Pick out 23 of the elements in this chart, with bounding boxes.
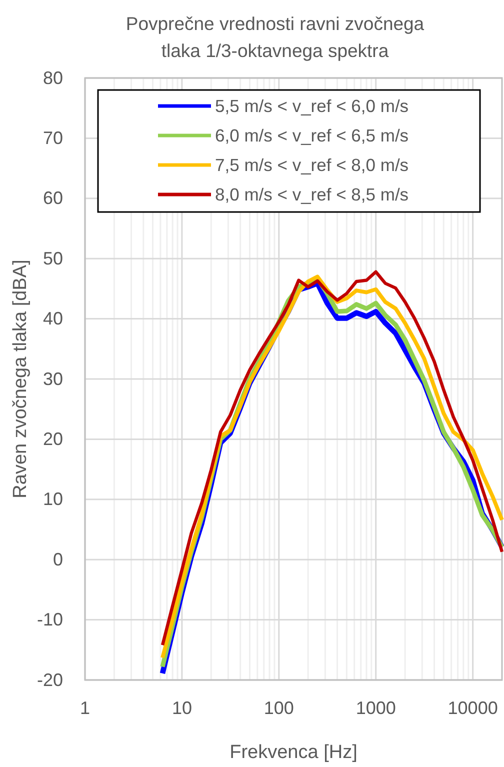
chart-title: Povprečne vrednosti ravni zvočnega tlaka 1/3-oktavnega spektra (126, 13, 425, 61)
x-tick-label: 10 (172, 698, 192, 718)
x-tick-label: 1000 (356, 698, 396, 718)
y-tick-label: 40 (42, 308, 63, 329)
y-axis-title: Raven zvočnega tlaka [dBA] (10, 260, 31, 498)
y-tick-label: 60 (42, 188, 63, 208)
x-axis-title: Frekvenca [Hz] (230, 742, 358, 763)
y-tick-label: 70 (42, 128, 63, 148)
legend-label: 6,0 m/s < v_ref < 6,5 m/s (215, 126, 409, 146)
y-tick-label: -10 (36, 610, 63, 630)
legend-label: 8,0 m/s < v_ref < 8,5 m/s (215, 184, 409, 205)
y-tick-label: 80 (42, 68, 63, 88)
y-tick-label: 50 (42, 248, 63, 268)
y-tick-label: -20 (36, 670, 63, 690)
x-tick-label: 1 (80, 698, 90, 718)
y-tick-label: 10 (42, 489, 63, 510)
x-tick-label: 100 (264, 698, 294, 718)
legend-label: 7,5 m/s < v_ref < 8,0 m/s (215, 155, 409, 176)
y-tick-label: 30 (42, 368, 63, 389)
y-tick-label: 20 (42, 428, 63, 449)
legend-label: 5,5 m/s < v_ref < 6,0 m/s (215, 96, 409, 116)
y-tick-label: 0 (52, 549, 63, 570)
x-tick-label: 10000 (448, 698, 498, 718)
